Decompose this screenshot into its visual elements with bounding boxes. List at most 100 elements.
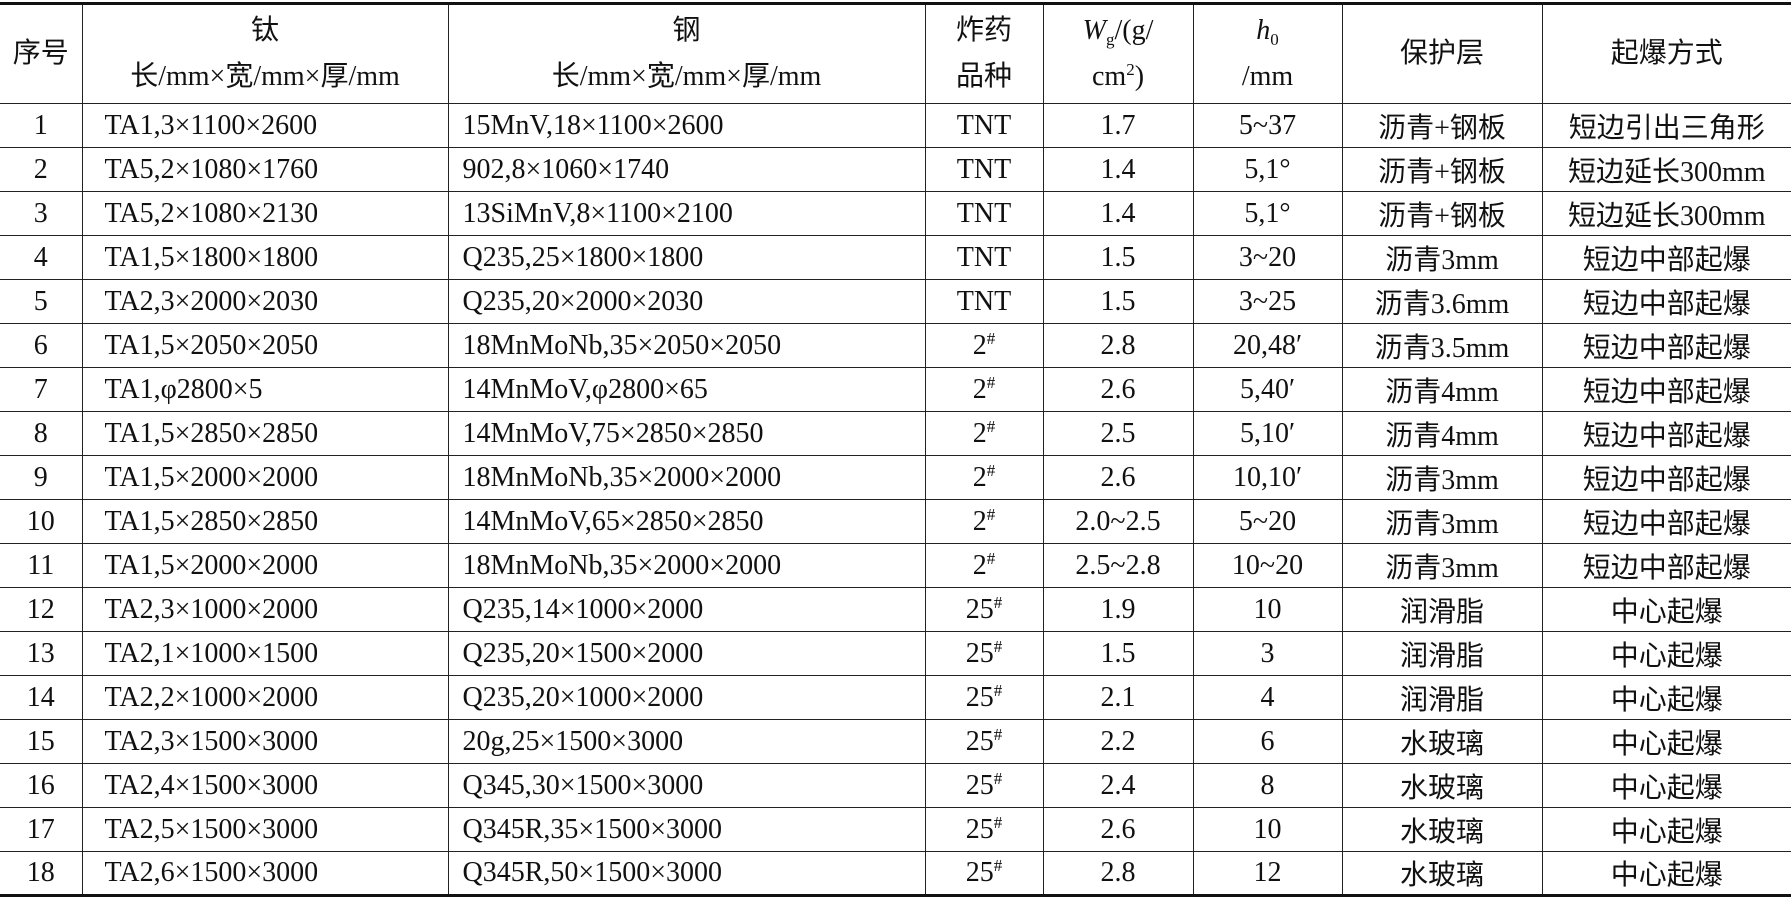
initiation-method: 中心起爆 [1541, 675, 1791, 720]
header-text: 保护层 [1399, 38, 1484, 69]
steel-spec: 18MnMoNb,35×2050×2050 [447, 323, 926, 368]
initiation-method: 中心起爆 [1541, 719, 1791, 764]
table-row: 15 TA2,3×1500×3000 20g,25×1500×3000 25# 2.2 6… [0, 719, 1791, 764]
row-number: 9 [0, 455, 83, 500]
titanium-spec: TA2,4×1500×3000 [81, 763, 449, 808]
table-row: 8 TA1,5×2850×2850 14MnMoV,75×2850×2850 2# 2.… [0, 411, 1791, 456]
initiation-method: 短边中部起爆 [1541, 543, 1791, 588]
header-text: 品种 [955, 61, 1012, 92]
row-number: 11 [0, 543, 83, 588]
header-text: g [1105, 30, 1115, 49]
protective-layer: 沥青3.6mm [1341, 279, 1543, 324]
titanium-spec: TA2,3×2000×2030 [81, 279, 449, 324]
header-text: /(g/ [1114, 15, 1154, 46]
row-number: 4 [0, 235, 83, 280]
standoff-distance: 5~20 [1192, 499, 1343, 544]
standoff-distance: 5,40′ [1192, 367, 1343, 412]
row-number: 12 [0, 587, 83, 632]
steel-spec: 13SiMnV,8×1100×2100 [447, 191, 926, 236]
table-row: 13 TA2,1×1000×1500 Q235,20×1500×2000 25# 1.5… [0, 631, 1791, 676]
row-number: 8 [0, 411, 83, 456]
steel-spec: 902,8×1060×1740 [447, 147, 926, 192]
protective-layer: 水玻璃 [1341, 763, 1543, 808]
initiation-method: 中心起爆 [1541, 763, 1791, 808]
header-cell: 起爆方式 [1541, 2, 1791, 104]
standoff-distance: 5~37 [1192, 103, 1343, 148]
steel-spec: Q235,20×1000×2000 [447, 675, 926, 720]
explosive-type: TNT [924, 147, 1044, 192]
titanium-spec: TA1,5×2050×2050 [81, 323, 449, 368]
header-cell: Wg/(g/cm2) [1042, 2, 1194, 104]
standoff-distance: 5,10′ [1192, 411, 1343, 456]
charge-density: 2.5~2.8 [1042, 543, 1194, 588]
steel-spec: Q345,30×1500×3000 [447, 763, 926, 808]
table-row: 1 TA1,3×1100×2600 15MnV,18×1100×2600 TNT 1.7… [0, 103, 1791, 148]
steel-spec: 14MnMoV,65×2850×2850 [447, 499, 926, 544]
titanium-spec: TA1,3×1100×2600 [81, 103, 449, 148]
protective-layer: 润滑脂 [1341, 587, 1543, 632]
table-header: 序号 钛长/mm×宽/mm×厚/mm 钢长/mm×宽/mm×厚/mm 炸药 品种 … [0, 2, 1791, 104]
initiation-method: 短边延长300mm [1541, 147, 1791, 192]
standoff-distance: 5,1° [1192, 147, 1343, 192]
charge-density: 2.8 [1042, 323, 1194, 368]
protective-layer: 沥青3.5mm [1341, 323, 1543, 368]
table-row: 11 TA1,5×2000×2000 18MnMoNb,35×2000×2000 2#… [0, 543, 1791, 588]
protective-layer: 润滑脂 [1341, 675, 1543, 720]
table-row: 6 TA1,5×2050×2050 18MnMoNb,35×2050×2050 2# 2… [0, 323, 1791, 368]
explosive-type: 25# [924, 631, 1044, 676]
titanium-spec: TA5,2×1080×1760 [81, 147, 449, 192]
row-number: 7 [0, 367, 83, 412]
header-cell: 钛长/mm×宽/mm×厚/mm [81, 2, 449, 104]
table-row: 5 TA2,3×2000×2030 Q235,20×2000×2030 TNT 1.5 3… [0, 279, 1791, 324]
row-number: 13 [0, 631, 83, 676]
steel-spec: Q235,20×1500×2000 [447, 631, 926, 676]
row-number: 3 [0, 191, 83, 236]
titanium-spec: TA1,5×2850×2850 [81, 411, 449, 456]
initiation-method: 短边中部起爆 [1541, 411, 1791, 456]
standoff-distance: 20,48′ [1192, 323, 1343, 368]
header-cell: 钢长/mm×宽/mm×厚/mm [447, 2, 926, 104]
table-row: 12 TA2,3×1000×2000 Q235,14×1000×2000 25# 1.9… [0, 587, 1791, 632]
charge-density: 2.5 [1042, 411, 1194, 456]
row-number: 6 [0, 323, 83, 368]
row-number: 15 [0, 719, 83, 764]
table-body: 1 TA1,3×1100×2600 15MnV,18×1100×2600 TNT 1.7… [0, 103, 1791, 897]
initiation-method: 短边中部起爆 [1541, 235, 1791, 280]
charge-density: 1.9 [1042, 587, 1194, 632]
charge-density: 2.6 [1042, 455, 1194, 500]
charge-density: 2.6 [1042, 367, 1194, 412]
table-row: 16 TA2,4×1500×3000 Q345,30×1500×3000 25# 2.4… [0, 763, 1791, 808]
header-text: 起爆方式 [1610, 38, 1723, 69]
initiation-method: 中心起爆 [1541, 587, 1791, 632]
standoff-distance: 10 [1192, 807, 1343, 852]
protective-layer: 水玻璃 [1341, 851, 1543, 897]
explosive-type: TNT [924, 103, 1044, 148]
table-row: 4 TA1,5×1800×1800 Q235,25×1800×1800 TNT 1.5 3… [0, 235, 1791, 280]
initiation-method: 短边延长300mm [1541, 191, 1791, 236]
steel-spec: Q235,25×1800×1800 [447, 235, 926, 280]
header-text: 钛 [250, 15, 279, 46]
charge-density: 2.2 [1042, 719, 1194, 764]
steel-spec: Q235,20×2000×2030 [447, 279, 926, 324]
explosive-type: 2# [924, 323, 1044, 368]
standoff-distance: 10,10′ [1192, 455, 1343, 500]
row-number: 16 [0, 763, 83, 808]
explosive-type: 2# [924, 411, 1044, 456]
standoff-distance: 4 [1192, 675, 1343, 720]
row-number: 5 [0, 279, 83, 324]
standoff-distance: 10 [1192, 587, 1343, 632]
header-text: W [1082, 15, 1106, 46]
standoff-distance: 5,1° [1192, 191, 1343, 236]
protective-layer: 沥青4mm [1341, 411, 1543, 456]
charge-density: 2.0~2.5 [1042, 499, 1194, 544]
initiation-method: 中心起爆 [1541, 807, 1791, 852]
explosive-type: 25# [924, 807, 1044, 852]
charge-density: 2.8 [1042, 851, 1194, 897]
titanium-spec: TA5,2×1080×2130 [81, 191, 449, 236]
header-text: 序号 [12, 38, 69, 69]
protective-layer: 润滑脂 [1341, 631, 1543, 676]
initiation-method: 中心起爆 [1541, 631, 1791, 676]
steel-spec: 14MnMoV,φ2800×65 [447, 367, 926, 412]
table-row: 14 TA2,2×1000×2000 Q235,20×1000×2000 25# 2.1… [0, 675, 1791, 720]
